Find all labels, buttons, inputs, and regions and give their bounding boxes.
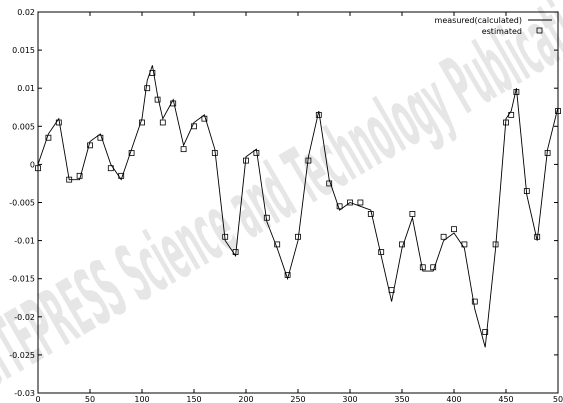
data-point-estimated bbox=[253, 150, 260, 156]
x-tick-label: 250 bbox=[290, 395, 305, 403]
data-point-estimated bbox=[451, 226, 457, 233]
y-tick-label: 0.005 bbox=[12, 122, 35, 131]
series-line-measured bbox=[37, 65, 559, 348]
data-point-estimated bbox=[149, 70, 156, 76]
data-point-estimated bbox=[284, 271, 291, 278]
x-tick-label: 100 bbox=[134, 395, 149, 403]
series-layer bbox=[37, 65, 559, 348]
data-point-estimated bbox=[180, 146, 187, 153]
x-tick-label: 200 bbox=[238, 395, 253, 403]
data-point-estimated bbox=[378, 249, 385, 255]
data-point-estimated bbox=[419, 264, 426, 271]
data-point-estimated bbox=[35, 165, 41, 172]
y-tick-label: -0.02 bbox=[14, 313, 35, 322]
y-tick-label: -0.03 bbox=[14, 389, 35, 398]
x-tick-label: 300 bbox=[342, 395, 357, 403]
data-point-estimated bbox=[211, 150, 218, 156]
data-point-estimated bbox=[388, 287, 395, 294]
data-point-estimated bbox=[128, 150, 135, 156]
data-point-estimated bbox=[440, 233, 447, 240]
data-point-estimated bbox=[55, 119, 62, 126]
data-point-estimated bbox=[118, 172, 125, 179]
data-point-estimated bbox=[232, 249, 239, 255]
data-point-estimated bbox=[555, 108, 561, 114]
data-point-estimated bbox=[97, 134, 104, 141]
data-point-estimated bbox=[154, 96, 161, 103]
data-point-estimated bbox=[222, 233, 229, 240]
data-point-estimated bbox=[66, 176, 73, 183]
data-point-estimated bbox=[399, 241, 405, 248]
y-tick-label: 0.02 bbox=[17, 8, 35, 17]
data-point-estimated bbox=[45, 134, 52, 141]
y-tick-label: -0.01 bbox=[14, 237, 35, 246]
data-point-estimated bbox=[107, 165, 114, 172]
data-point-estimated bbox=[430, 264, 437, 271]
legend-label-estimated: estimated bbox=[482, 27, 522, 36]
x-tick-label: 0 bbox=[35, 395, 40, 403]
data-point-estimated bbox=[544, 150, 551, 156]
x-tick-label: 50 bbox=[85, 395, 95, 403]
data-point-estimated bbox=[347, 199, 353, 206]
data-point-estimated bbox=[315, 111, 322, 118]
y-tick-label: 0 bbox=[30, 160, 35, 169]
data-point-estimated bbox=[263, 214, 270, 221]
y-tick-label: 0.01 bbox=[17, 84, 35, 93]
legend: measured(calculated) estimated bbox=[435, 16, 552, 36]
data-point-estimated bbox=[170, 100, 177, 107]
data-point-estimated bbox=[357, 199, 364, 206]
data-point-estimated bbox=[201, 115, 208, 122]
data-point-estimated bbox=[492, 241, 499, 248]
data-point-estimated bbox=[409, 211, 416, 217]
legend-label-measured: measured(calculated) bbox=[435, 16, 522, 25]
data-point-estimated bbox=[534, 233, 541, 240]
data-point-estimated bbox=[523, 188, 530, 194]
data-point-estimated bbox=[139, 119, 145, 126]
data-point-estimated bbox=[274, 241, 281, 248]
data-point-estimated bbox=[336, 203, 343, 210]
data-point-estimated bbox=[367, 211, 374, 217]
x-tick-label: 350 bbox=[394, 395, 409, 403]
data-point-estimated bbox=[326, 180, 333, 187]
data-point-estimated bbox=[295, 233, 301, 240]
data-point-estimated bbox=[471, 298, 478, 305]
y-tick-label: 0.015 bbox=[12, 46, 35, 55]
data-point-estimated bbox=[76, 172, 83, 179]
x-tick-label: 50 bbox=[553, 395, 563, 403]
x-tick-label: 400 bbox=[446, 395, 461, 403]
y-tick-label: -0.005 bbox=[9, 199, 35, 208]
data-point-estimated bbox=[191, 123, 197, 130]
marker-layer bbox=[35, 70, 561, 335]
legend-swatch-estimated bbox=[536, 27, 543, 34]
data-point-estimated bbox=[159, 119, 166, 126]
data-point-estimated bbox=[513, 89, 520, 95]
data-point-estimated bbox=[305, 157, 312, 164]
data-point-estimated bbox=[482, 329, 489, 335]
y-axis: -0.03 -0.025 -0.02 -0.015 -0.01 -0.005 0 0.005 0… bbox=[9, 8, 558, 398]
data-point-estimated bbox=[461, 241, 468, 248]
y-tick-label: -0.025 bbox=[9, 351, 35, 360]
x-tick-label: 450 bbox=[498, 395, 513, 403]
data-point-estimated bbox=[87, 142, 93, 149]
x-tick-label: 150 bbox=[186, 395, 201, 403]
data-point-estimated bbox=[503, 119, 509, 126]
data-point-estimated bbox=[144, 85, 151, 92]
data-point-estimated bbox=[508, 111, 515, 118]
data-point-estimated bbox=[243, 157, 249, 164]
x-axis: 0 50 100 150 200 250 300 350 400 450 50 bbox=[35, 12, 563, 403]
y-tick-label: -0.015 bbox=[9, 275, 35, 284]
